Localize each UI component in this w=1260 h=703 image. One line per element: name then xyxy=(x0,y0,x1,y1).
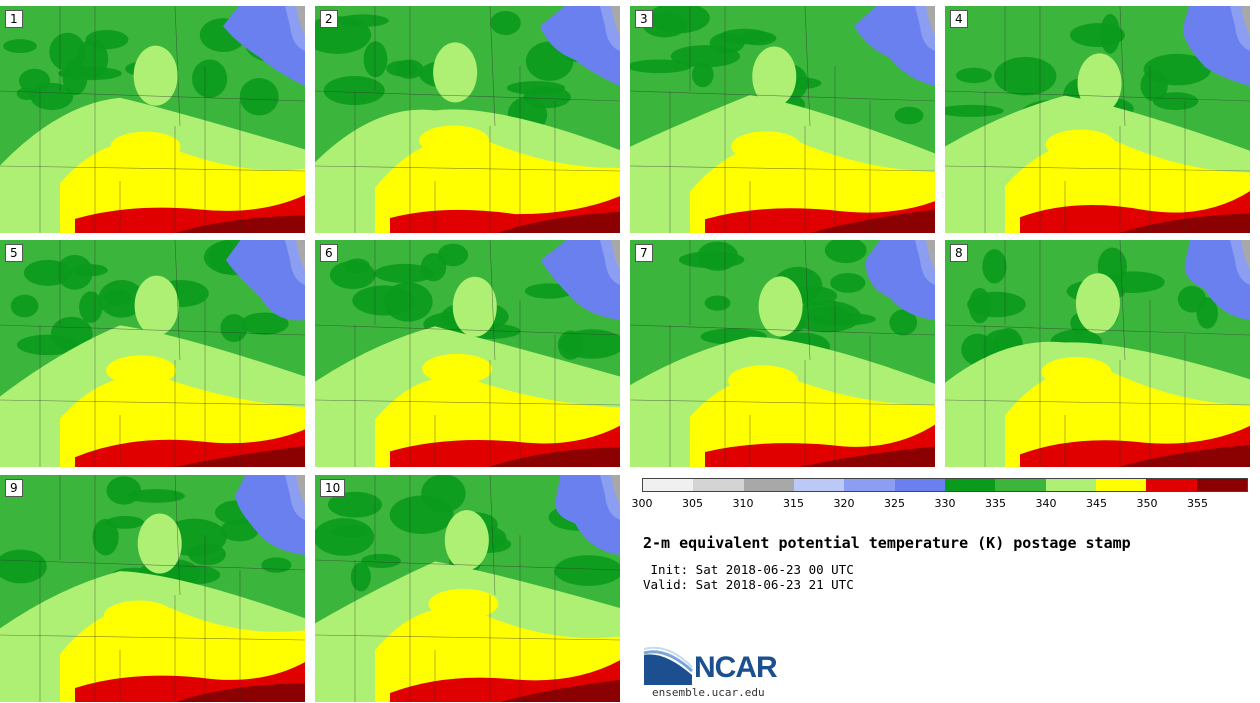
colorbar-segment xyxy=(1095,479,1147,491)
member-label: 8 xyxy=(950,244,968,262)
valid-time: Valid: Sat 2018-06-23 21 UTC xyxy=(643,577,854,592)
colorbar-ticks: 300 305 310 315 320 325 330 335 340 345 350 355 xyxy=(632,497,1248,511)
colorbar-tick-label: 300 xyxy=(631,497,653,510)
colorbar xyxy=(642,478,1248,492)
ncar-swoosh-icon xyxy=(643,646,694,685)
member-panel: 9 xyxy=(0,475,305,702)
colorbar-tick-label: 355 xyxy=(1187,497,1208,510)
theta-e-map xyxy=(315,6,620,233)
member-panel: 7 xyxy=(630,240,935,467)
colorbar-segment xyxy=(995,479,1046,491)
colorbar-tick-label: 310 xyxy=(732,497,754,510)
theta-e-map xyxy=(315,475,620,702)
theta-e-map xyxy=(945,240,1250,467)
member-label: 3 xyxy=(635,10,653,28)
member-panel: 2 xyxy=(315,6,620,233)
ncar-logo: NCAR ensemble.ucar.edu xyxy=(642,645,792,699)
colorbar-tick-label: 350 xyxy=(1136,497,1158,510)
plot-title: 2-m equivalent potential temperature (K)… xyxy=(643,534,1131,552)
theta-e-map xyxy=(0,6,305,233)
member-label: 10 xyxy=(320,479,346,497)
colorbar-tick-label: 345 xyxy=(1086,497,1107,510)
member-panel: 5 xyxy=(0,240,305,467)
colorbar-segment xyxy=(1045,479,1096,491)
member-panel: 8 xyxy=(945,240,1250,467)
theta-e-map xyxy=(0,240,305,467)
logo-text: NCAR xyxy=(694,651,778,684)
member-label: 9 xyxy=(5,479,23,497)
colorbar-segment xyxy=(643,479,694,491)
init-time: Init: Sat 2018-06-23 00 UTC xyxy=(643,562,854,577)
colorbar-tick-label: 330 xyxy=(934,497,956,510)
theta-e-map xyxy=(945,6,1250,233)
colorbar-segment xyxy=(793,479,845,491)
member-panel: 3 xyxy=(630,6,935,233)
colorbar-tick-label: 320 xyxy=(833,497,855,510)
colorbar-tick-label: 325 xyxy=(884,497,905,510)
member-panel: 10 xyxy=(315,475,620,702)
member-label: 2 xyxy=(320,10,338,28)
colorbar-segment xyxy=(693,479,744,491)
colorbar-segment xyxy=(894,479,945,491)
theta-e-map xyxy=(0,475,305,702)
colorbar-tick-label: 305 xyxy=(682,497,703,510)
logo-url: ensemble.ucar.edu xyxy=(652,686,765,699)
member-panel: 1 xyxy=(0,6,305,233)
colorbar-segment xyxy=(1146,479,1197,491)
colorbar-tick-label: 315 xyxy=(783,497,804,510)
colorbar-tick-label: 340 xyxy=(1035,497,1057,510)
colorbar-segment xyxy=(944,479,996,491)
theta-e-map xyxy=(630,240,935,467)
member-label: 6 xyxy=(320,244,338,262)
member-label: 7 xyxy=(635,244,653,262)
theta-e-map xyxy=(315,240,620,467)
colorbar-segment xyxy=(743,479,794,491)
colorbar-segment xyxy=(844,479,895,491)
member-panel: 6 xyxy=(315,240,620,467)
member-label: 1 xyxy=(5,10,23,28)
colorbar-segment xyxy=(1196,479,1247,491)
theta-e-map xyxy=(630,6,935,233)
member-panel: 4 xyxy=(945,6,1250,233)
member-label: 5 xyxy=(5,244,23,262)
member-label: 4 xyxy=(950,10,968,28)
colorbar-tick-label: 335 xyxy=(985,497,1006,510)
